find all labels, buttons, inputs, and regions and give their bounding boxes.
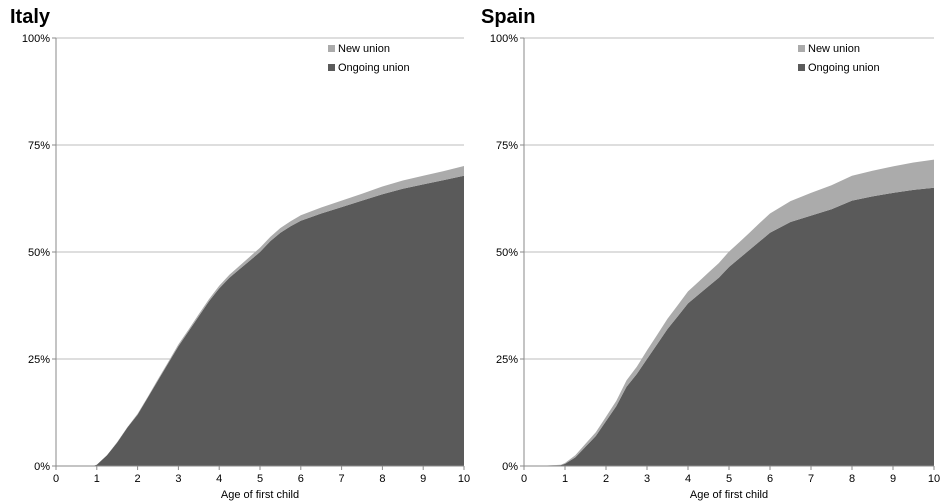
chart-title: Spain	[481, 6, 536, 28]
x-tick-label: 3	[644, 473, 650, 485]
y-tick-label: 100%	[490, 33, 518, 45]
legend-swatch	[798, 64, 805, 71]
x-tick-label: 10	[928, 473, 940, 485]
x-tick-label: 8	[379, 473, 385, 485]
area-series-ongoing-union	[56, 175, 464, 467]
x-tick-label: 9	[420, 473, 426, 485]
chart-title: Italy	[10, 6, 51, 28]
legend-swatch	[328, 64, 335, 71]
legend-swatch	[798, 45, 805, 52]
italy-chart: 0% 25% 50% 75% 100% 0 1 2 3 4 5 6 7 8 9 10 Age of first …	[22, 33, 470, 501]
x-tick-label: 2	[135, 473, 141, 485]
x-tick-label: 5	[726, 473, 732, 485]
x-tick-label: 9	[890, 473, 896, 485]
x-tick-label: 2	[603, 473, 609, 485]
spain-chart: 0% 25% 50% 75% 100% 0 1 2 3 4 5 6 7 8 9 10 Age of first …	[490, 33, 940, 501]
x-axis-label: Age of first child	[690, 489, 768, 501]
x-tick-label: 4	[216, 473, 222, 485]
legend-label: New union	[338, 43, 390, 55]
x-tick-label: 5	[257, 473, 263, 485]
x-tick-label: 7	[808, 473, 814, 485]
x-tick-label: 1	[562, 473, 568, 485]
x-tick-label: 6	[767, 473, 773, 485]
chart-panel-italy: Italy 0% 25% 50% 75% 100% 0 1 2 3 4 5 6 7 8 9 10 Age of …	[10, 6, 470, 501]
x-tick-label: 10	[458, 473, 470, 485]
y-tick-label: 0%	[34, 461, 50, 473]
x-tick-label: 7	[339, 473, 345, 485]
y-tick-label: 50%	[496, 247, 518, 259]
y-tick-label: 50%	[28, 247, 50, 259]
x-tick-label: 6	[298, 473, 304, 485]
y-tick-label: 75%	[496, 140, 518, 152]
x-tick-label: 3	[175, 473, 181, 485]
legend-label: New union	[808, 43, 860, 55]
area-series-new-union	[524, 159, 934, 466]
y-tick-label: 75%	[28, 140, 50, 152]
legend-label: Ongoing union	[338, 62, 410, 74]
area-series-ongoing-union	[524, 187, 934, 467]
y-tick-label: 0%	[502, 461, 518, 473]
chart-panel-spain: Spain 0% 25% 50% 75% 100% 0 1 2 3 4 5 6 7 8 9 10 Age of …	[471, 0, 942, 503]
x-axis-label: Age of first child	[221, 489, 299, 501]
y-tick-label: 100%	[22, 33, 50, 45]
x-tick-label: 0	[521, 473, 527, 485]
legend-label: Ongoing union	[808, 62, 880, 74]
x-tick-label: 4	[685, 473, 691, 485]
y-tick-label: 25%	[28, 354, 50, 366]
x-tick-label: 0	[53, 473, 59, 485]
y-tick-label: 25%	[496, 354, 518, 366]
legend-swatch	[328, 45, 335, 52]
x-tick-label: 1	[94, 473, 100, 485]
x-tick-label: 8	[849, 473, 855, 485]
